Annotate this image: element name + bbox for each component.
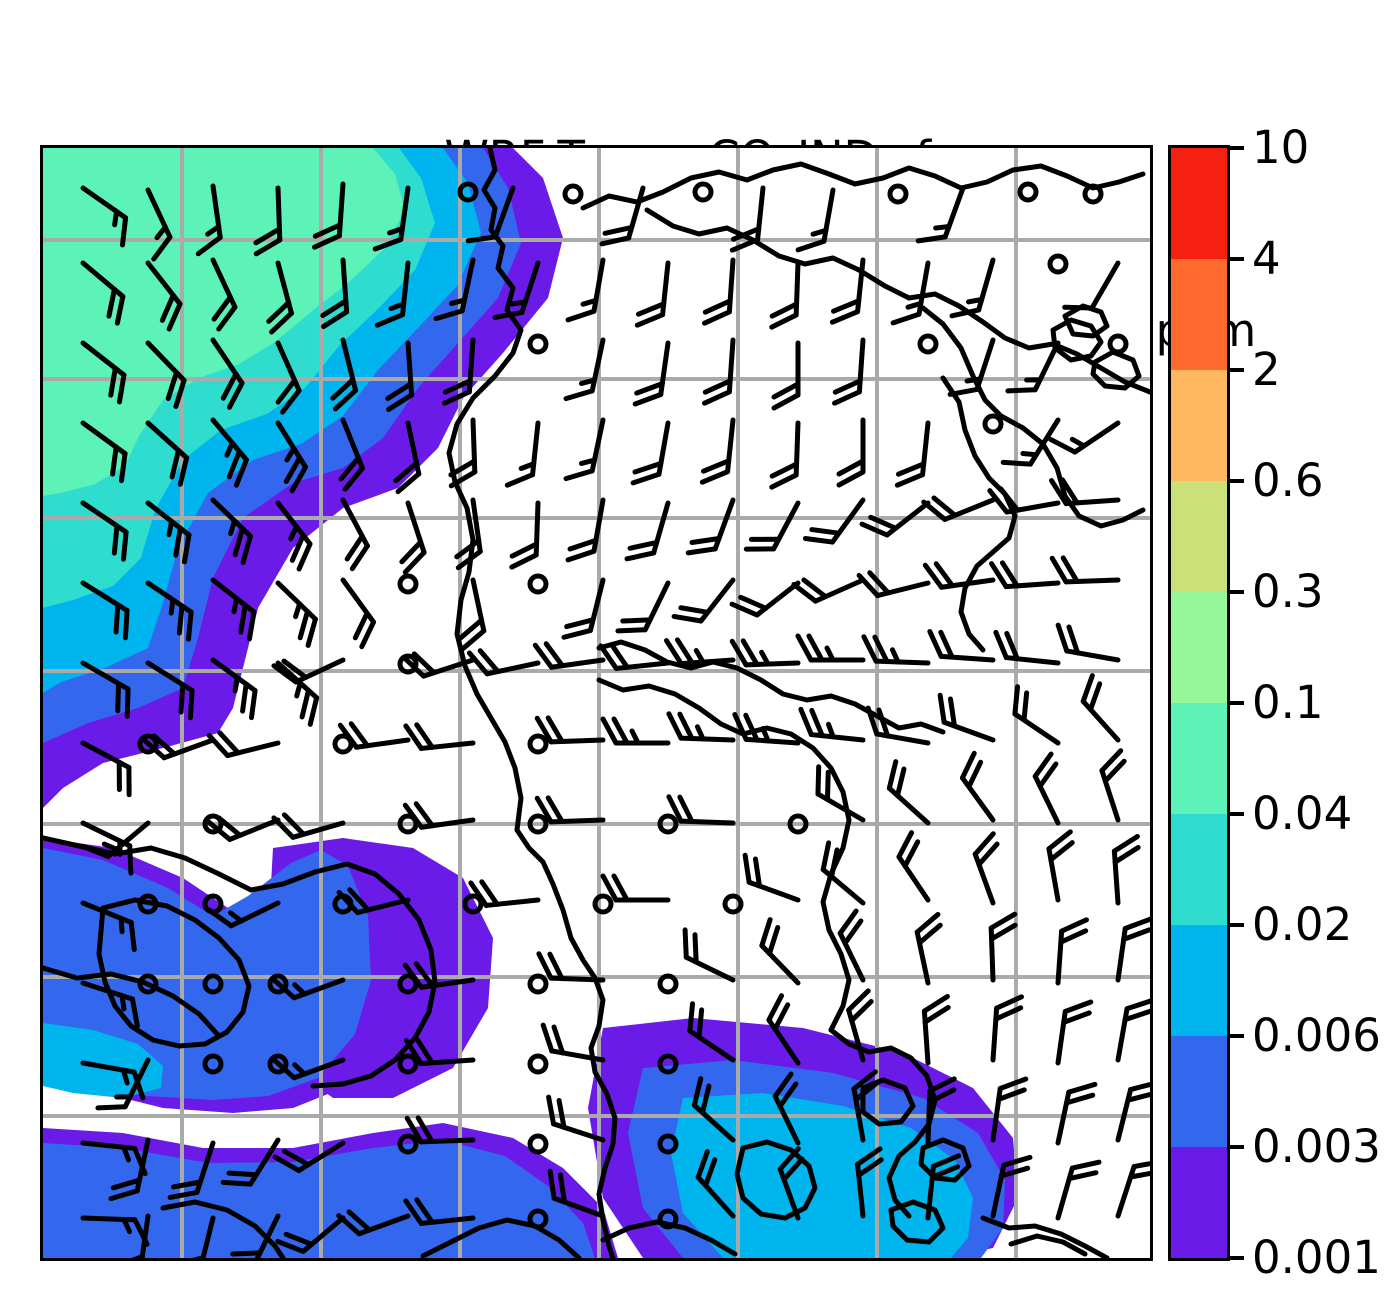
colorbar-band (1171, 703, 1227, 814)
colorbar-band (1171, 259, 1227, 370)
colorbar-tickmark (1230, 812, 1244, 816)
colorbar-band (1171, 1147, 1227, 1258)
colorbar-tickmark (1230, 590, 1244, 594)
colorbar-band (1171, 1036, 1227, 1147)
colorbar-tick-label: 0.006 (1252, 1009, 1381, 1062)
colorbar-tick-label: 0.001 (1252, 1231, 1381, 1284)
colorbar-tickmark (1230, 701, 1244, 705)
colorbar-tick-label: 0.3 (1252, 565, 1324, 618)
colorbar-band (1171, 148, 1227, 259)
colorbar-band (1171, 814, 1227, 925)
colorbar-tickmark (1230, 923, 1244, 927)
map-plot-area[interactable] (40, 145, 1153, 1261)
colorbar-band (1171, 592, 1227, 703)
colorbar-band (1171, 481, 1227, 592)
colorbar-tick-label: 0.04 (1252, 787, 1353, 840)
colorbar-tickmark (1230, 1034, 1244, 1038)
colorbar-band (1171, 925, 1227, 1036)
colorbar-tick-label: 0.1 (1252, 676, 1324, 729)
colorbar-band (1171, 370, 1227, 481)
colorbar-tickmark (1230, 479, 1244, 483)
colorbar-tickmark (1230, 1256, 1244, 1260)
coastline-layer (43, 148, 1150, 1258)
gridlines (43, 148, 1150, 1258)
colorbar-tickmark (1230, 1145, 1244, 1149)
colorbar-tick-label: 0.02 (1252, 898, 1353, 951)
map-svg (43, 148, 1150, 1258)
colorbar-tick-label: 0.003 (1252, 1120, 1381, 1173)
colorbar[interactable] (1168, 145, 1230, 1261)
